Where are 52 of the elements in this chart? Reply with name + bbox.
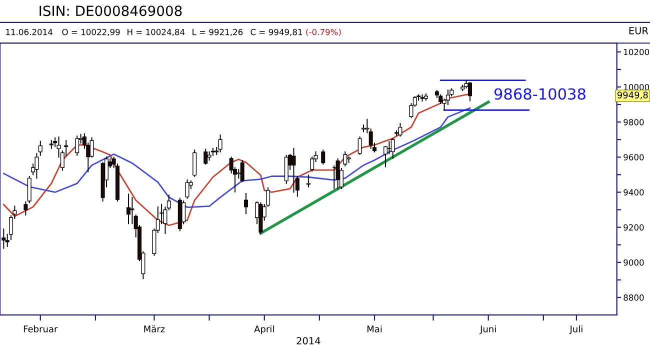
candlestick: [292, 148, 296, 193]
candlestick: [306, 174, 310, 188]
candlestick: [321, 150, 326, 165]
y-axis-title: EUR: [629, 27, 648, 34]
candlestick: [27, 176, 32, 204]
candlestick: [240, 160, 244, 182]
y-tick-label: 9800: [624, 119, 644, 126]
y-tick-label: 9000: [624, 259, 644, 266]
x-tick-label: März: [144, 325, 165, 332]
text: 11.06.2014: [6, 28, 52, 36]
y-tick-label: 10000: [624, 84, 650, 90]
candlestick: [336, 158, 340, 190]
candlestick: [2, 228, 6, 249]
candlestick: [218, 134, 222, 152]
x-tick-label: Mai: [367, 325, 382, 332]
candlestick: [126, 194, 131, 224]
candlestick: [75, 136, 80, 156]
candlestick: [284, 154, 288, 184]
candlestick: [185, 179, 190, 199]
candlestick: [49, 140, 54, 149]
candlestick: [358, 136, 362, 155]
y-tick-label: 9200: [624, 224, 644, 231]
annotation: 9868-10038: [494, 88, 586, 100]
candlestick: [38, 140, 42, 156]
candlestick: [343, 151, 348, 166]
text: L = 9921,26: [192, 28, 243, 36]
candlestick: [34, 153, 39, 179]
chart-title: ISIN: DE0008469008: [40, 6, 182, 16]
line-series: [2, 107, 471, 208]
candlestick: [346, 156, 351, 163]
y-tick-label: 8800: [624, 294, 644, 301]
x-tick-label: Februar: [24, 325, 58, 332]
text: (-0.79%): [306, 28, 341, 36]
x-tick-label: Juli: [569, 325, 582, 334]
candlestick: [362, 124, 366, 132]
candlestick: [192, 150, 197, 177]
candlestick: [24, 201, 28, 216]
candlestick: [398, 122, 402, 137]
y-tick-label: 9400: [624, 189, 644, 196]
y-tick-label: 9600: [624, 154, 644, 160]
text: O = 10022,99: [62, 28, 120, 36]
candlestick: [468, 82, 472, 102]
x-axis-title: 2014: [296, 337, 320, 344]
text: H = 10024,84: [128, 28, 185, 36]
y-tick-label: 10200: [624, 48, 650, 56]
candlestick: [204, 148, 208, 165]
candlestick: [244, 192, 248, 214]
text: C = 9949,81: [250, 28, 302, 36]
candlestick: [390, 138, 395, 159]
x-tick-label: April: [254, 325, 274, 334]
text: 9949,8: [617, 92, 648, 100]
x-tick-label: Juni: [480, 325, 496, 334]
